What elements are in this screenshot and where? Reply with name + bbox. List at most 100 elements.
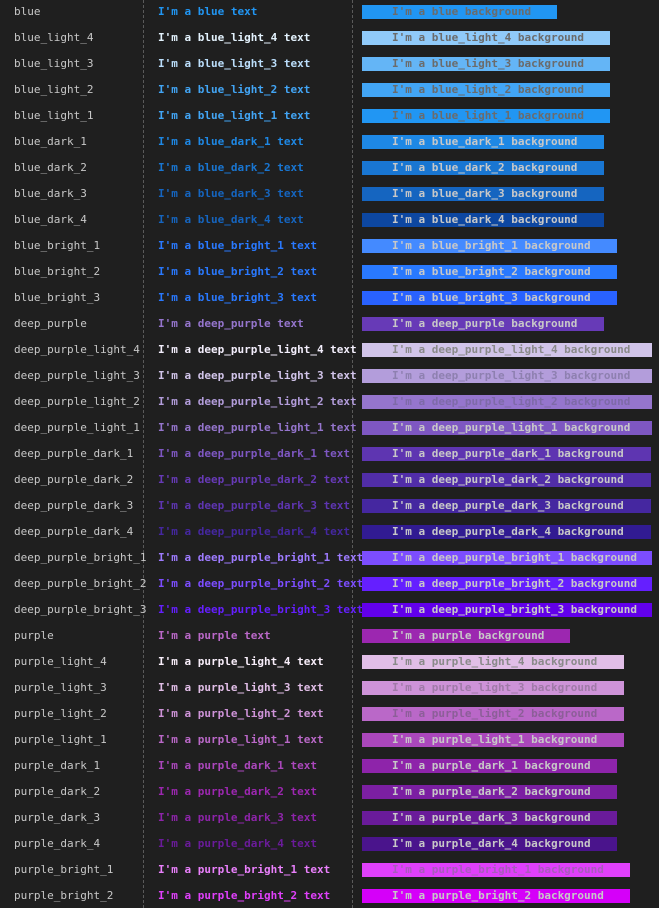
color-name: purple_light_4 <box>14 655 107 668</box>
color-name: blue_bright_2 <box>14 265 101 278</box>
table-row: blue_bright_3 I'm a blue_bright_3 text I'm… <box>0 286 659 312</box>
background-sample: I'm a blue_dark_1 background <box>362 135 604 149</box>
background-sample: I'm a deep_purple_dark_1 background <box>362 447 651 461</box>
background-sample: I'm a deep_purple background <box>362 317 604 331</box>
color-name: deep_purple_light_1 <box>14 421 140 434</box>
color-name: blue_dark_3 <box>14 187 87 200</box>
color-name: deep_purple_bright_2 <box>14 577 147 590</box>
color-name: deep_purple_bright_1 <box>14 551 147 564</box>
background-sample: I'm a deep_purple_dark_2 background <box>362 473 651 487</box>
foreground-sample: I'm a purple_light_3 text <box>158 681 324 694</box>
background-sample: I'm a deep_purple_dark_4 background <box>362 525 651 539</box>
table-row: blue_bright_1 I'm a blue_bright_1 text I'm… <box>0 234 659 260</box>
foreground-sample: I'm a deep_purple_dark_3 text <box>158 499 351 512</box>
color-name: blue_dark_2 <box>14 161 87 174</box>
foreground-sample: I'm a deep_purple_light_4 text <box>158 343 357 356</box>
background-sample: I'm a purple_light_3 background <box>362 681 624 695</box>
table-row: purple_dark_4 I'm a purple_dark_4 text I'm… <box>0 832 659 858</box>
background-sample: I'm a purple_light_1 background <box>362 733 624 747</box>
foreground-sample: I'm a deep_purple_dark_4 text <box>158 525 351 538</box>
color-name: blue_dark_1 <box>14 135 87 148</box>
background-sample: I'm a deep_purple_bright_3 background <box>362 603 652 617</box>
background-sample: I'm a purple_dark_2 background <box>362 785 617 799</box>
background-sample: I'm a blue_dark_3 background <box>362 187 604 201</box>
color-name: purple_light_3 <box>14 681 107 694</box>
background-sample: I'm a blue_light_1 background <box>362 109 610 123</box>
table-row: purple_dark_3 I'm a purple_dark_3 text I'm… <box>0 806 659 832</box>
background-sample: I'm a blue_bright_2 background <box>362 265 617 279</box>
foreground-sample: I'm a purple_bright_2 text <box>158 889 331 902</box>
table-row: blue_bright_2 I'm a blue_bright_2 text I'm… <box>0 260 659 286</box>
color-name: blue <box>14 5 41 18</box>
table-row: deep_purple_dark_4 I'm a deep_purple_dark… <box>0 520 659 546</box>
background-sample: I'm a blue_dark_4 background <box>362 213 604 227</box>
foreground-sample: I'm a deep_purple_dark_1 text <box>158 447 351 460</box>
table-row: purple_light_4 I'm a purple_light_4 text I… <box>0 650 659 676</box>
background-sample: I'm a purple_bright_2 background <box>362 889 630 903</box>
background-sample: I'm a blue_dark_2 background <box>362 161 604 175</box>
foreground-sample: I'm a blue_dark_4 text <box>158 213 304 226</box>
foreground-sample: I'm a blue_dark_2 text <box>158 161 304 174</box>
table-row: purple_bright_1 I'm a purple_bright_1 tex… <box>0 858 659 884</box>
color-name: blue_light_1 <box>14 109 94 122</box>
background-sample: I'm a deep_purple_bright_2 background <box>362 577 652 591</box>
background-sample: I'm a blue_light_3 background <box>362 57 610 71</box>
foreground-sample: I'm a deep_purple_light_1 text <box>158 421 357 434</box>
table-row: blue_dark_3 I'm a blue_dark_3 text I'm a b… <box>0 182 659 208</box>
color-name: deep_purple_dark_2 <box>14 473 134 486</box>
foreground-sample: I'm a deep_purple_light_2 text <box>158 395 357 408</box>
foreground-sample: I'm a deep_purple_light_3 text <box>158 369 357 382</box>
table-row: purple_dark_1 I'm a purple_dark_1 text I'm… <box>0 754 659 780</box>
background-sample: I'm a deep_purple_bright_1 background <box>362 551 652 565</box>
table-row: blue_light_1 I'm a blue_light_1 text I'm a… <box>0 104 659 130</box>
color-name: deep_purple <box>14 317 87 330</box>
background-sample: I'm a deep_purple_light_4 background <box>362 343 652 357</box>
foreground-sample: I'm a blue_light_4 text <box>158 31 311 44</box>
background-sample: I'm a purple_dark_4 background <box>362 837 617 851</box>
foreground-sample: I'm a purple_light_1 text <box>158 733 324 746</box>
foreground-sample: I'm a purple_dark_1 text <box>158 759 317 772</box>
background-sample: I'm a deep_purple_dark_3 background <box>362 499 651 513</box>
color-name: purple_light_2 <box>14 707 107 720</box>
foreground-sample: I'm a deep_purple_bright_3 text <box>158 603 364 616</box>
color-name: deep_purple_dark_1 <box>14 447 134 460</box>
foreground-sample: I'm a blue_dark_1 text <box>158 135 304 148</box>
foreground-sample: I'm a purple_light_4 text <box>158 655 324 668</box>
color-name: blue_bright_1 <box>14 239 101 252</box>
table-row: blue_dark_2 I'm a blue_dark_2 text I'm a b… <box>0 156 659 182</box>
color-name: purple <box>14 629 54 642</box>
background-sample: I'm a purple_dark_3 background <box>362 811 617 825</box>
color-name: purple_dark_2 <box>14 785 101 798</box>
foreground-sample: I'm a blue_bright_3 text <box>158 291 317 304</box>
table-row: blue I'm a blue text I'm a blue background <box>0 0 659 26</box>
color-name: blue_light_2 <box>14 83 94 96</box>
background-sample: I'm a deep_purple_light_3 background <box>362 369 652 383</box>
background-sample: I'm a blue_light_4 background <box>362 31 610 45</box>
color-name: purple_dark_4 <box>14 837 101 850</box>
color-name: purple_bright_2 <box>14 889 114 902</box>
table-row: blue_dark_1 I'm a blue_dark_1 text I'm a b… <box>0 130 659 156</box>
background-sample: I'm a deep_purple_light_2 background <box>362 395 652 409</box>
table-row: deep_purple_dark_2 I'm a deep_purple_dark… <box>0 468 659 494</box>
color-name: purple_dark_1 <box>14 759 101 772</box>
background-sample: I'm a purple_bright_1 background <box>362 863 630 877</box>
color-name: deep_purple_dark_4 <box>14 525 134 538</box>
table-row: deep_purple_dark_3 I'm a deep_purple_dark… <box>0 494 659 520</box>
background-sample: I'm a purple_light_2 background <box>362 707 624 721</box>
table-row: blue_light_4 I'm a blue_light_4 text I'm a… <box>0 26 659 52</box>
foreground-sample: I'm a purple_dark_4 text <box>158 837 317 850</box>
foreground-sample: I'm a deep_purple_bright_2 text <box>158 577 364 590</box>
color-name: blue_light_3 <box>14 57 94 70</box>
background-sample: I'm a purple_light_4 background <box>362 655 624 669</box>
table-row: blue_light_2 I'm a blue_light_2 text I'm a… <box>0 78 659 104</box>
table-row: blue_dark_4 I'm a blue_dark_4 text I'm a b… <box>0 208 659 234</box>
background-sample: I'm a blue background <box>362 5 557 19</box>
table-row: purple_light_2 I'm a purple_light_2 text I… <box>0 702 659 728</box>
foreground-sample: I'm a purple_light_2 text <box>158 707 324 720</box>
color-name: purple_light_1 <box>14 733 107 746</box>
table-row: blue_light_3 I'm a blue_light_3 text I'm a… <box>0 52 659 78</box>
table-row: purple_light_3 I'm a purple_light_3 text I… <box>0 676 659 702</box>
foreground-sample: I'm a purple_bright_1 text <box>158 863 331 876</box>
color-name: blue_bright_3 <box>14 291 101 304</box>
